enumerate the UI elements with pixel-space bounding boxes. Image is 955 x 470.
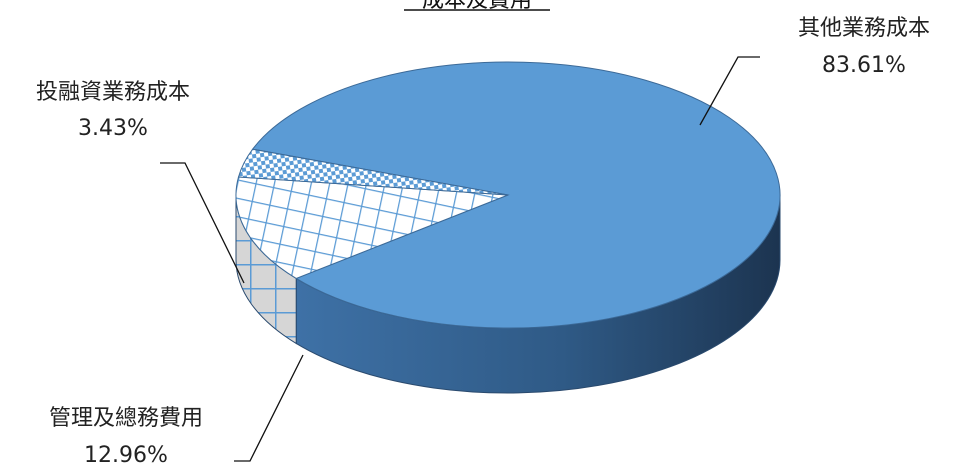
leader-line-investment — [160, 162, 245, 284]
slice-top-investment — [237, 148, 509, 196]
label-other-name: 其他業務成本 — [798, 16, 930, 41]
slice-top-admin — [235, 176, 509, 280]
label-investment-value: 3.43% — [78, 116, 148, 141]
slice-top-other — [251, 61, 781, 329]
chart-title: 成本及費用 — [404, 0, 550, 13]
label-admin-name: 管理及總務費用 — [49, 406, 203, 431]
label-admin-value: 12.96% — [84, 443, 168, 468]
label-investment-name: 投融資業務成本 — [36, 80, 190, 105]
label-other-value: 83.61% — [822, 53, 906, 78]
svg-text:成本及費用: 成本及費用 — [422, 0, 532, 13]
leader-line-other — [699, 56, 760, 126]
pie-tops — [235, 61, 781, 329]
leader-line-admin — [234, 354, 304, 462]
